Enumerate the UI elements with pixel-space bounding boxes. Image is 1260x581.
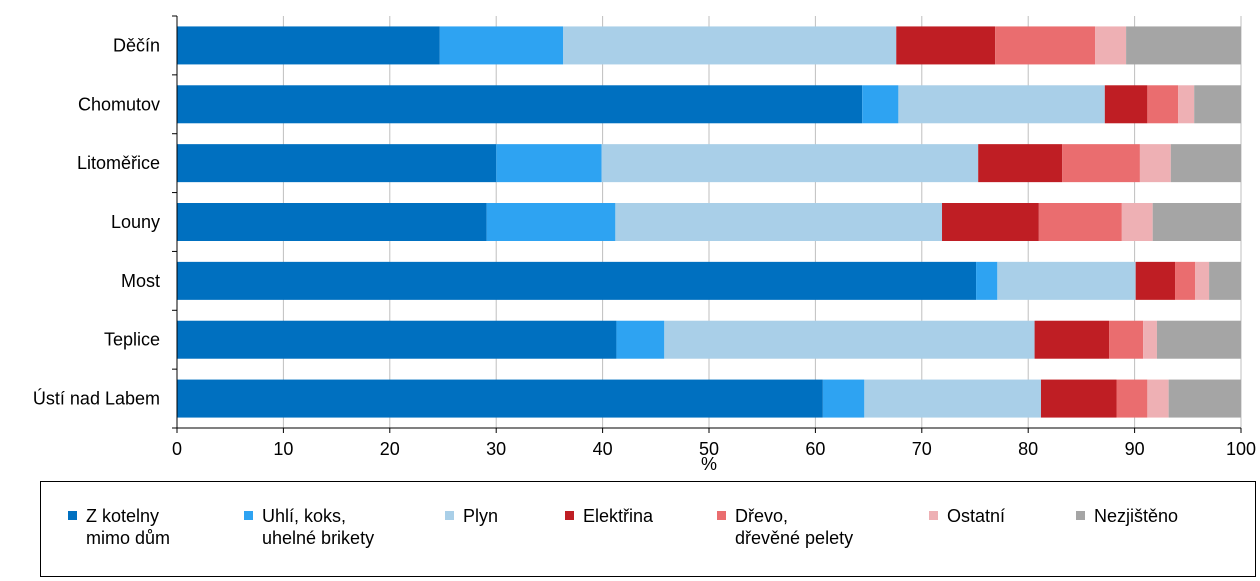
x-tick-label: 60 (805, 439, 825, 459)
bar-segment (976, 261, 998, 300)
bar-segment (898, 85, 1105, 124)
bar-segment (1152, 203, 1241, 241)
x-tick-label: 20 (380, 439, 400, 459)
bar-segment (615, 203, 943, 241)
legend-item: Uhlí, koks, uhelné brikety (244, 505, 374, 549)
bar-segment (1170, 144, 1241, 183)
y-tick-label: Litoměřice (77, 153, 160, 173)
legend-item: Dřevo, dřevěné pelety (717, 505, 853, 549)
legend-swatch (565, 511, 574, 520)
bar-segment (1116, 379, 1148, 418)
x-tick-label: 50 (699, 439, 719, 459)
bar-segment (1104, 85, 1148, 124)
bar-segment (177, 85, 863, 124)
x-tick-label: 100 (1226, 439, 1256, 459)
bar-segment (1121, 203, 1153, 241)
legend-label: Elektřina (583, 506, 654, 526)
x-tick-label: 90 (1125, 439, 1145, 459)
bar-segment (862, 85, 899, 124)
legend-item: Z kotelny mimo dům (68, 505, 170, 549)
bar-segment (1135, 261, 1176, 300)
y-tick-label: Ústí nad Labem (33, 388, 160, 409)
bar-segment (1175, 261, 1196, 300)
bar-segment (496, 144, 602, 183)
bar-segment (1178, 85, 1195, 124)
bar-segment (822, 379, 865, 418)
bar-segment (1139, 144, 1171, 183)
x-tick-label: 10 (273, 439, 293, 459)
bar-segment (177, 261, 977, 300)
legend-label: Nezjištěno (1094, 506, 1179, 526)
bar-segment (1168, 379, 1241, 418)
x-tick-label: 0 (172, 439, 182, 459)
bar-segment (486, 203, 616, 241)
bar-segment (1095, 26, 1127, 65)
bar-segment (995, 26, 1096, 65)
bar-segment (1038, 203, 1122, 241)
bar-segment (563, 26, 897, 65)
legend-swatch (244, 511, 253, 520)
bar-segment (978, 144, 1063, 183)
x-tick-label: 40 (593, 439, 613, 459)
bar-segment (1147, 85, 1179, 124)
stacked-bar-chart: Děčín Chomutov Litoměřice Louny Most Teplice Ú… (33, 15, 1256, 474)
bar-segment (864, 379, 1041, 418)
legend-label: Ostatní (947, 506, 1006, 526)
bar-segment (1195, 261, 1210, 300)
bar-segment (177, 26, 440, 65)
x-axis-title: % (701, 454, 717, 474)
y-tick-label: Louny (111, 212, 160, 232)
x-tick-label: 80 (1018, 439, 1038, 459)
bar-segment (997, 261, 1136, 300)
legend-swatch (717, 511, 726, 520)
legend-swatch (1076, 511, 1085, 520)
bar-segment (1034, 320, 1110, 359)
bar-segment (177, 203, 487, 241)
bar-segment (896, 26, 996, 65)
legend: Z kotelny mimo dům Uhlí, koks, uhelné bri… (40, 481, 1256, 577)
legend-label: Plyn (463, 506, 499, 526)
y-tick-label: Děčín (113, 35, 160, 55)
legend-item: Ostatní (929, 505, 1005, 527)
bar-segment (616, 320, 665, 359)
bar-segment (1109, 320, 1144, 359)
bar-segment (1143, 320, 1157, 359)
legend-item: Elektřina (565, 505, 653, 527)
bar-segment (439, 26, 564, 65)
bar-segment (942, 203, 1039, 241)
bar-segment (1062, 144, 1140, 183)
legend-swatch (68, 511, 77, 520)
y-tick-label: Most (121, 271, 160, 291)
bar-segment (1194, 85, 1241, 124)
bar-segment (177, 379, 823, 418)
bar-segment (1156, 320, 1241, 359)
bar-segment (664, 320, 1035, 359)
bar-segment (177, 144, 497, 183)
bar-segment (1209, 261, 1241, 300)
legend-item: Nezjištěno (1076, 505, 1178, 527)
y-tick-label: Teplice (104, 330, 160, 350)
y-tick-label: Chomutov (78, 94, 160, 114)
legend-label: Z kotelny mimo dům (86, 506, 171, 548)
bar-segment (601, 144, 979, 183)
legend-item: Plyn (445, 505, 498, 527)
x-tick-label: 30 (486, 439, 506, 459)
bar-segment (1147, 379, 1169, 418)
bars (177, 26, 1241, 418)
legend-label: Uhlí, koks, uhelné brikety (262, 506, 375, 548)
bar-segment (1126, 26, 1241, 65)
bar-segment (1040, 379, 1117, 418)
axes: Děčín Chomutov Litoměřice Louny Most Teplice Ú… (33, 15, 1256, 459)
x-tick-label: 70 (912, 439, 932, 459)
bar-segment (177, 320, 617, 359)
legend-label: Dřevo, dřevěné pelety (735, 506, 854, 548)
legend-swatch (929, 511, 938, 520)
legend-swatch (445, 511, 454, 520)
